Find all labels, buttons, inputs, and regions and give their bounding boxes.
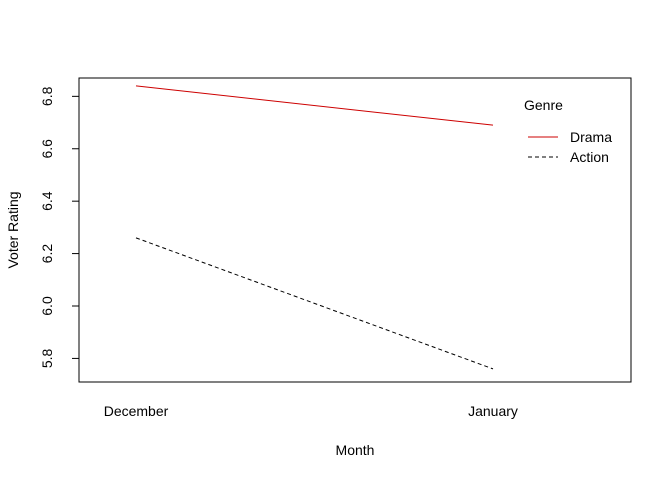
legend-label-action: Action xyxy=(570,149,609,165)
y-axis: 5.8 6.0 6.2 6.4 6.6 6.8 xyxy=(39,86,79,368)
y-tick-label: 6.6 xyxy=(39,139,55,159)
legend: Genre Drama Action xyxy=(524,97,612,165)
plot-frame xyxy=(78,77,632,383)
x-axis: December January xyxy=(104,403,518,419)
series-line-action xyxy=(135,237,494,370)
y-tick-label: 6.8 xyxy=(39,86,55,106)
legend-title: Genre xyxy=(524,97,563,113)
y-tick-label: 5.8 xyxy=(39,348,55,368)
series-line-drama xyxy=(135,85,494,126)
y-tick-label: 6.4 xyxy=(39,191,55,211)
y-tick-label: 6.0 xyxy=(39,296,55,316)
x-tick-label: January xyxy=(468,403,518,419)
y-tick-label: 6.2 xyxy=(39,244,55,264)
x-tick-label: December xyxy=(104,403,169,419)
series-layer xyxy=(135,85,494,370)
x-axis-label: Month xyxy=(336,442,375,458)
y-axis-label: Voter Rating xyxy=(5,191,21,268)
legend-label-drama: Drama xyxy=(570,129,612,145)
